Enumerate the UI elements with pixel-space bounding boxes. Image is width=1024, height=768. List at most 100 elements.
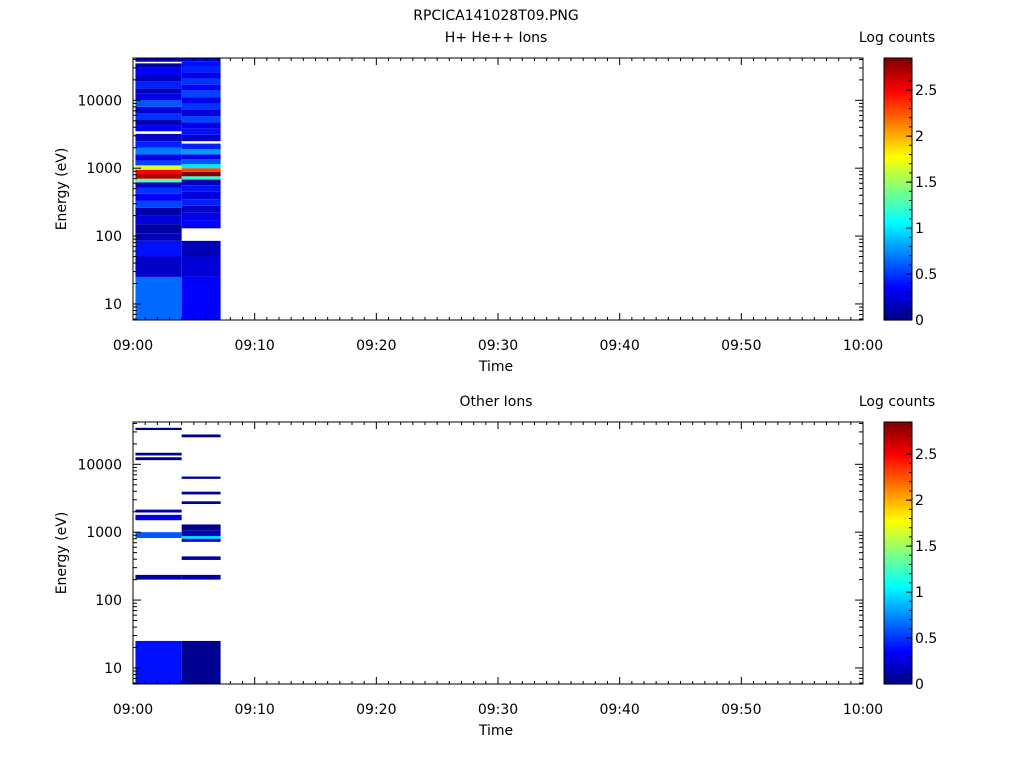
colorbar-segment	[884, 635, 912, 639]
heatmap-cell	[181, 103, 221, 110]
colorbar-segment	[884, 134, 912, 138]
colorbar-segment	[884, 679, 912, 683]
heatmap-cell	[135, 74, 182, 82]
colorbar-segment	[884, 108, 912, 111]
colorbar-segment	[884, 435, 912, 438]
colorbar-segment	[884, 171, 912, 175]
colorbar-segment	[884, 265, 912, 269]
colorbar-segment	[884, 66, 912, 70]
colorbar-segment	[884, 448, 912, 451]
colorbar-segment	[884, 62, 912, 66]
colorbar-segment	[884, 627, 912, 631]
colorbar-segment	[884, 646, 912, 650]
colorbar-segment	[884, 280, 912, 284]
colorbar-segment	[884, 555, 912, 558]
heatmap-cell	[135, 207, 182, 216]
y-tick-label: 10000	[77, 93, 122, 109]
heatmap-cell	[181, 90, 221, 98]
heatmap-cell	[135, 182, 182, 188]
heatmap-cell	[181, 640, 221, 684]
colorbar-segment	[884, 620, 912, 624]
colorbar-tick-label: 0	[915, 313, 924, 329]
heatmap-cell	[181, 538, 221, 542]
colorbar-segment	[884, 592, 912, 596]
colorbar-segment	[884, 197, 912, 201]
colorbar-segment	[884, 579, 912, 582]
heatmap-cell	[181, 240, 221, 257]
colorbar-segment	[884, 92, 912, 96]
heatmap-cell	[181, 191, 221, 200]
colorbar-segment	[884, 215, 912, 218]
colorbar-segment	[884, 574, 912, 578]
heatmap-cell	[135, 640, 182, 684]
colorbar-segment	[884, 611, 912, 615]
colorbar-segment	[884, 79, 912, 83]
colorbar-segment	[884, 191, 912, 194]
heatmap-cell	[135, 63, 182, 68]
x-tick-label: 09:40	[599, 338, 639, 354]
colorbar-segment	[884, 467, 912, 471]
colorbar-segment	[884, 598, 912, 602]
heatmap-cell	[135, 224, 182, 234]
colorbar-segment	[884, 311, 912, 315]
x-axis-label: Time	[478, 723, 513, 739]
colorbar-segment	[884, 127, 912, 131]
colorbar-segment	[884, 186, 912, 190]
heatmap-cell	[135, 125, 182, 132]
heatmap-cell	[135, 81, 182, 89]
y-tick-label: 10	[104, 661, 122, 677]
colorbar-segment	[884, 293, 912, 297]
colorbar-segment	[884, 313, 912, 317]
colorbar-segment	[884, 577, 912, 580]
panels: H+ He++ Ions 09:00 09:10 09:20 09:30 09:40 09:…	[54, 30, 937, 739]
heatmap-cell	[181, 434, 221, 438]
colorbar-segment	[884, 474, 912, 478]
heatmap-cell	[181, 109, 221, 117]
colorbar-segment	[884, 77, 912, 81]
colorbar-segment	[884, 673, 912, 676]
colorbar-segment	[884, 147, 912, 151]
colorbar-segment	[884, 300, 912, 304]
colorbar-segment	[884, 230, 912, 234]
colorbar-segment	[884, 173, 912, 177]
colorbar-segment	[884, 585, 912, 589]
colorbar-segment	[884, 106, 912, 109]
colorbar-segment	[884, 247, 912, 251]
colorbar-segment	[884, 193, 912, 197]
colorbar-segment	[884, 302, 912, 306]
colorbar-tick-label: 0.5	[915, 631, 937, 647]
heatmap-cell	[135, 427, 182, 431]
colorbar-segment	[884, 274, 912, 277]
colorbar-segment	[884, 546, 912, 550]
panel-title: H+ He++ Ions	[445, 30, 548, 46]
colorbar-segment	[884, 82, 912, 85]
x-tick-label: 09:20	[356, 702, 396, 718]
colorbar-tick-label: 2.5	[915, 447, 937, 463]
colorbar-segment	[884, 243, 912, 247]
colorbar-segment	[884, 662, 912, 665]
colorbar-segment	[884, 304, 912, 308]
heatmap-cell	[135, 256, 182, 277]
heatmap-cell	[135, 67, 182, 75]
y-axis-label: Energy (eV)	[54, 148, 70, 231]
colorbar-segment	[884, 675, 912, 679]
colorbar-tick-label: 1.5	[915, 175, 937, 191]
heatmap-cell	[181, 143, 221, 150]
colorbar-segment	[884, 651, 912, 655]
heatmap-cell	[181, 84, 221, 91]
heatmap-cell	[135, 233, 182, 241]
colorbar-segment	[884, 130, 912, 133]
colorbar-segment	[884, 594, 912, 598]
colorbar-segment	[884, 162, 912, 166]
colorbar-segment	[884, 210, 912, 214]
colorbar-tick-label: 1	[915, 221, 924, 237]
colorbar-segment	[884, 254, 912, 258]
colorbar-segment	[884, 276, 912, 280]
colorbar-segment	[884, 178, 912, 181]
colorbar-segment	[884, 123, 912, 127]
colorbar-tick-label: 2	[915, 493, 924, 509]
colorbar-segment	[884, 315, 912, 319]
colorbar-segment	[884, 520, 912, 524]
colorbar-segment	[884, 114, 912, 118]
y-tick-label: 100	[95, 229, 122, 245]
